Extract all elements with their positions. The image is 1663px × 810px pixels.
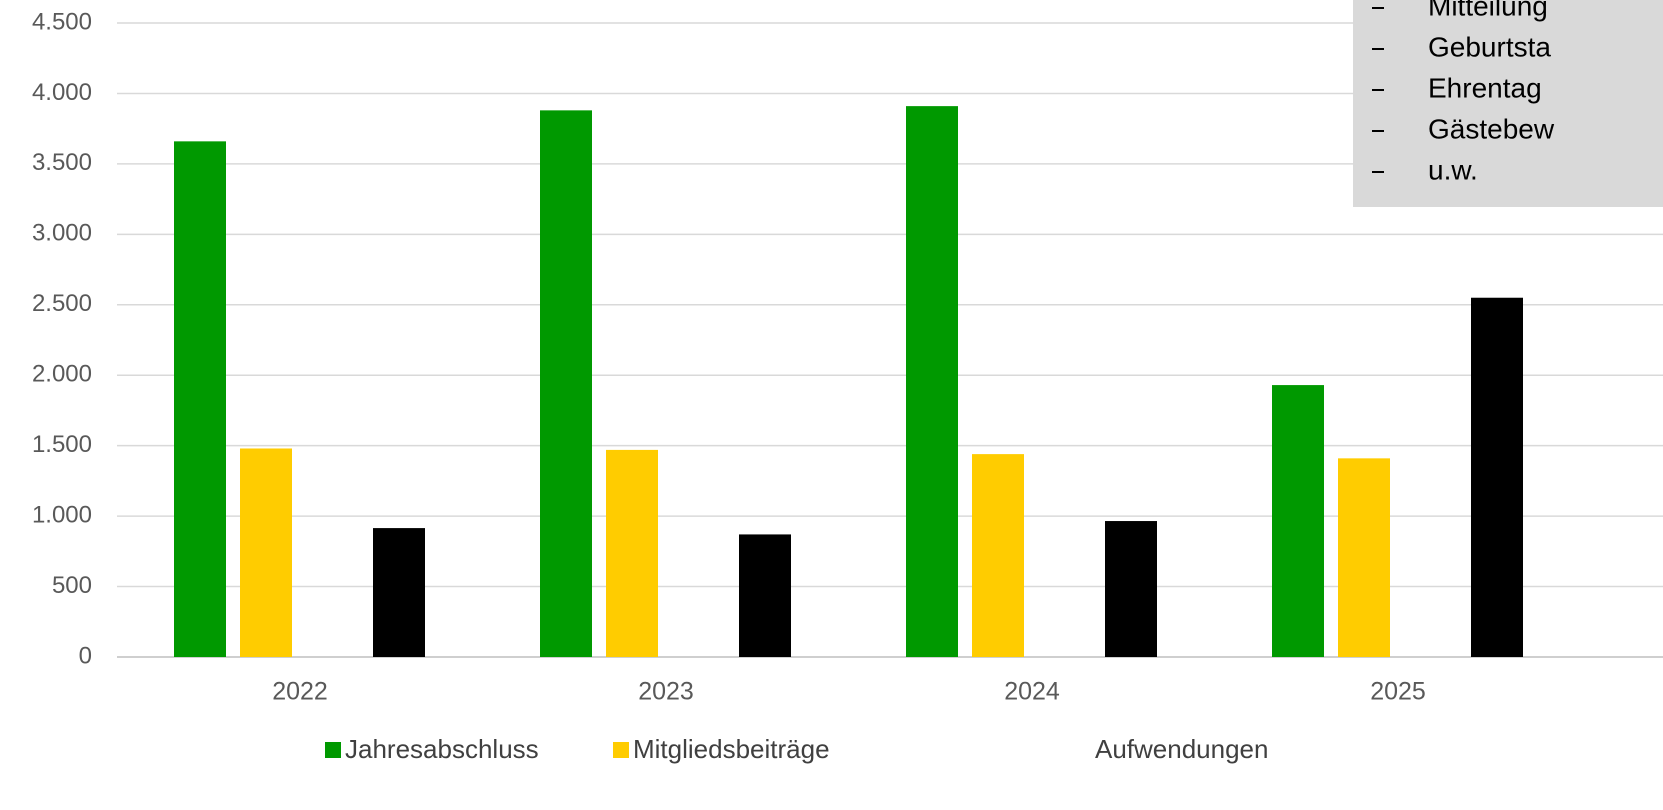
x-tick-label: 2025 — [1370, 678, 1426, 706]
y-tick-label: 0 — [79, 642, 92, 669]
note-box — [1353, 0, 1663, 207]
note-item: Geburtsta — [1428, 31, 1551, 62]
bar — [373, 528, 425, 657]
y-tick-label: 3.000 — [32, 220, 92, 247]
y-tick-label: 2.000 — [32, 361, 92, 388]
legend-label: Jahresabschluss — [345, 734, 539, 764]
y-tick-label: 2.500 — [32, 290, 92, 317]
y-tick-label: 4.000 — [32, 79, 92, 106]
bar — [174, 141, 226, 657]
legend-label: Aufwendungen — [1095, 734, 1268, 764]
bar — [1105, 521, 1157, 657]
legend-swatch — [613, 742, 629, 758]
y-tick-label: 3.500 — [32, 149, 92, 176]
note-item: u.w. — [1428, 154, 1478, 185]
y-tick-label: 1.500 — [32, 431, 92, 458]
note-item: Gästebew — [1428, 113, 1555, 144]
bar — [972, 454, 1024, 657]
x-tick-label: 2024 — [1004, 678, 1060, 706]
bar — [606, 449, 658, 657]
x-tick-label: 2022 — [272, 678, 328, 706]
legend-label: Mitgliedsbeiträge — [633, 734, 830, 764]
note-item: Mitteilung — [1428, 0, 1548, 21]
bar — [240, 448, 292, 657]
bar — [540, 110, 592, 657]
y-tick-label: 1.000 — [32, 501, 92, 528]
bar — [1338, 458, 1390, 657]
x-tick-label: 2023 — [638, 678, 694, 706]
bar — [1272, 385, 1324, 657]
bar — [906, 106, 958, 657]
bar — [739, 534, 791, 657]
y-tick-label: 500 — [52, 572, 92, 599]
legend-swatch — [325, 742, 341, 758]
note-item: Ehrentag — [1428, 72, 1542, 103]
y-tick-label: 4.500 — [32, 8, 92, 35]
bar — [1471, 297, 1523, 657]
